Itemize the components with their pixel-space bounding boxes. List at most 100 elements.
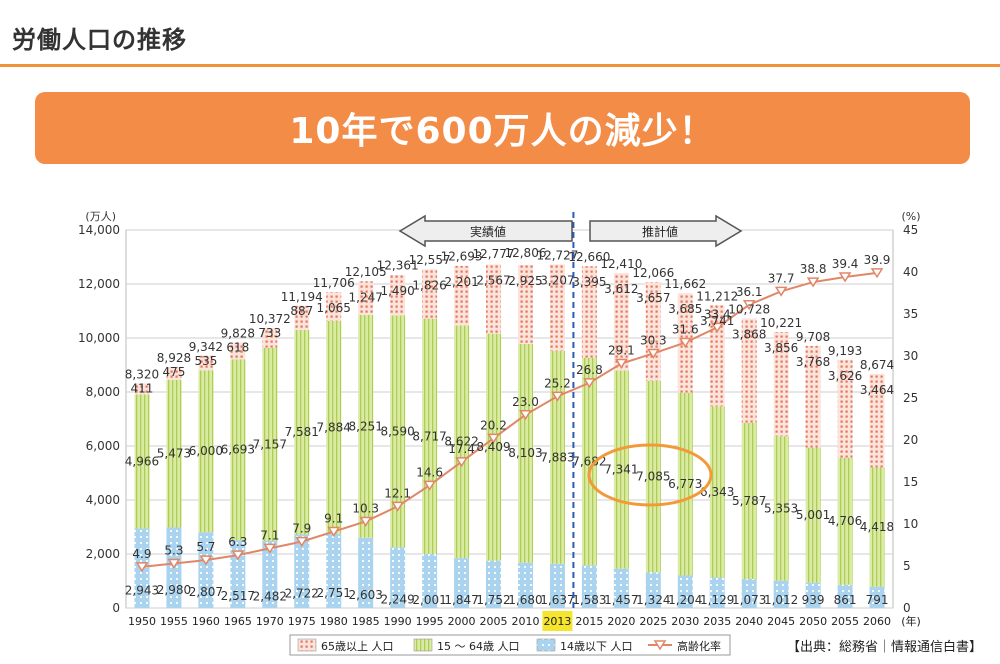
label-working-age: 5,787 [732, 494, 766, 508]
bar-elderly [390, 275, 406, 316]
bar-working-age [581, 357, 597, 566]
label-working-age: 7,581 [285, 425, 319, 439]
label-elderly: 535 [194, 354, 217, 368]
bar-elderly [709, 305, 725, 407]
label-elderly: 3,685 [668, 302, 702, 316]
label-elderly: 2,567 [476, 273, 510, 287]
label-total: 12,066 [632, 266, 674, 280]
label-children: 1,324 [636, 593, 670, 607]
x-axis-tick-label: 2040 [735, 615, 763, 628]
bar-elderly [486, 264, 502, 334]
label-total: 8,928 [157, 351, 191, 365]
x-axis-tick-label: 2055 [831, 615, 859, 628]
label-elderly: 3,626 [828, 369, 862, 383]
bar-elderly [358, 281, 374, 315]
source-citation: 【出典：総務省｜情報通信白書】 [786, 640, 982, 655]
label-working-age: 6,000 [189, 444, 223, 458]
label-aging-rate: 37.7 [768, 271, 795, 285]
label-total: 8,674 [860, 358, 894, 372]
right-axis-tick-label: 15 [903, 475, 918, 489]
aging-rate-marker [774, 286, 788, 297]
right-axis-tick-label: 35 [903, 307, 918, 321]
bar-elderly [198, 355, 214, 371]
left-axis-tick-label: 10,000 [78, 331, 120, 345]
label-working-age: 8,251 [349, 419, 383, 433]
bar-working-age [390, 315, 406, 548]
bar-elderly [230, 342, 246, 360]
aging-rate-line [141, 271, 878, 568]
label-total: 9,342 [189, 340, 223, 354]
label-elderly: 3,207 [540, 273, 574, 287]
right-axis-unit: (%) [901, 210, 920, 223]
bar-elderly [262, 327, 278, 348]
label-elderly: 1,247 [349, 290, 383, 304]
bar-elderly [645, 282, 661, 381]
right-axis-tick-label: 5 [903, 559, 911, 573]
bar-children [230, 540, 246, 608]
x-axis-unit: (年) [901, 614, 921, 628]
bar-elderly [454, 265, 470, 326]
label-elderly: 2,201 [444, 275, 478, 289]
aging-rate-marker [678, 337, 692, 348]
label-aging-rate: 6.3 [228, 535, 247, 549]
bar-elderly [549, 264, 565, 351]
aging-rate-marker [838, 272, 852, 283]
year-highlight [542, 611, 573, 631]
bar-working-age [486, 333, 502, 561]
label-total: 10,728 [728, 302, 770, 316]
label-working-age: 4,706 [828, 514, 862, 528]
label-total: 12,777 [473, 247, 515, 261]
bar-children [454, 558, 470, 608]
bar-working-age [645, 380, 661, 573]
label-total: 12,693 [441, 249, 483, 263]
left-axis-tick-label: 6,000 [86, 439, 120, 453]
label-aging-rate: 33.4 [704, 307, 731, 321]
aging-rate-marker [806, 277, 820, 288]
bar-children [581, 565, 597, 608]
x-axis-tick-label: 1975 [288, 615, 316, 628]
legend-label: 15 〜 64歳 人口 [437, 640, 519, 653]
x-axis-tick-label: 1950 [128, 615, 156, 628]
aging-rate-marker [359, 516, 373, 527]
label-elderly: 887 [290, 304, 313, 318]
bar-elderly [613, 272, 629, 371]
label-aging-rate: 25.2 [544, 376, 571, 390]
x-axis-tick-label: 2010 [511, 615, 539, 628]
aging-rate-marker [327, 526, 341, 537]
actual-arrow-label: 実績値 [470, 224, 506, 239]
x-axis-tick-label: 2025 [639, 615, 667, 628]
label-children: 1,847 [444, 593, 478, 607]
bar-children [517, 562, 533, 608]
label-children: 2,517 [221, 589, 255, 603]
legend-label: 65歳以上 人口 [321, 640, 394, 653]
bar-children [709, 577, 725, 608]
label-elderly: 2,925 [508, 274, 542, 288]
bar-working-age [869, 467, 885, 587]
page-title: 労働人口の推移 [12, 26, 187, 54]
label-aging-rate: 5.7 [196, 540, 215, 554]
right-axis-tick-label: 25 [903, 391, 918, 405]
label-aging-rate: 4.9 [132, 547, 151, 561]
bar-working-age [134, 394, 150, 529]
label-total: 11,706 [313, 276, 355, 290]
estimate-arrow [589, 214, 743, 248]
label-working-age: 5,473 [157, 447, 191, 461]
x-axis-tick-label: 1990 [384, 615, 412, 628]
label-children: 2,807 [189, 585, 223, 599]
x-axis-tick-label: 1965 [224, 615, 252, 628]
bar-elderly [422, 269, 438, 319]
label-children: 2,603 [349, 588, 383, 602]
legend-label: 高齢化率 [677, 639, 721, 653]
label-working-age: 8,590 [380, 424, 414, 438]
label-working-age: 7,883 [540, 450, 574, 464]
label-children: 1,129 [700, 593, 734, 607]
legend-swatch [536, 638, 556, 652]
bar-working-age [166, 379, 182, 528]
label-working-age: 6,343 [700, 485, 734, 499]
bar-children [294, 534, 310, 608]
label-working-age: 8,622 [444, 435, 478, 449]
label-total: 11,662 [664, 277, 706, 291]
bar-working-age [837, 457, 853, 585]
x-axis-tick-label: 1980 [320, 615, 348, 628]
x-axis-tick-label: 2005 [480, 615, 508, 628]
